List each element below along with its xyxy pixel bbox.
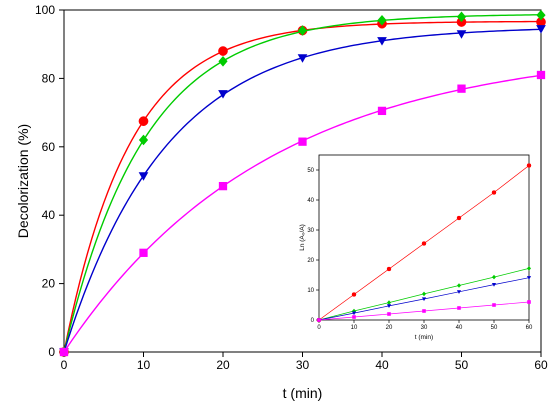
main-y-tick-label: 60 <box>42 140 56 154</box>
inset-x-tick-label: 50 <box>491 325 498 331</box>
inset-data-point <box>492 303 496 307</box>
main-series-1 <box>59 9 546 358</box>
inset-data-point <box>456 290 462 294</box>
main-series <box>59 9 546 358</box>
inset-data-point <box>422 291 426 297</box>
inset-data-point <box>457 306 461 310</box>
inset-data-point <box>456 215 462 221</box>
inset-x-tick-label: 60 <box>526 325 533 331</box>
main-x-tick-label: 40 <box>375 358 389 372</box>
inset-x-ticks: 0 10 20 30 40 50 60 <box>317 320 533 331</box>
main-data-point <box>456 30 467 39</box>
main-data-point <box>456 11 467 23</box>
inset-plot: 0 10 20 30 40 50 60 0 10 20 30 40 50 t (min) Ln (A₀… <box>299 154 533 341</box>
inset-y-tick-label: 0 <box>311 318 315 324</box>
main-data-point <box>218 46 228 56</box>
main-data-point <box>297 54 308 63</box>
inset-x-tick-label: 40 <box>456 325 463 331</box>
main-y-tick-label: 40 <box>42 208 56 222</box>
main-x-tick-label: 30 <box>296 358 310 372</box>
main-y-tick-label: 0 <box>48 345 55 359</box>
inset-x-axis-label: t (min) <box>415 334 433 341</box>
main-data-point <box>218 90 228 99</box>
main-x-tick-label: 0 <box>61 358 68 372</box>
inset-data-point <box>351 292 357 297</box>
inset-x-tick-label: 10 <box>351 325 358 331</box>
inset-y-tick-label: 20 <box>307 258 314 264</box>
inset-data-point <box>526 276 532 280</box>
main-x-tick-label: 60 <box>534 358 548 372</box>
main-data-point <box>377 106 387 116</box>
inset-series-3 <box>317 300 531 322</box>
inset-data-point <box>352 315 356 319</box>
inset-x-tick-label: 20 <box>386 325 393 331</box>
inset-data-point <box>422 309 426 313</box>
main-y-tick-label: 20 <box>42 277 56 291</box>
main-x-tick-label: 50 <box>455 358 469 372</box>
inset-data-point <box>351 311 357 316</box>
main-series-3 <box>59 70 546 357</box>
main-data-point <box>457 84 466 93</box>
main-data-point <box>139 248 148 257</box>
inset-y-tick-label: 30 <box>307 228 314 234</box>
inset-data-point <box>387 312 391 316</box>
inset-data-point <box>491 283 497 287</box>
main-x-tick-label: 10 <box>137 358 151 372</box>
inset-y-ticks: 0 10 20 30 40 50 <box>307 168 319 324</box>
inset-y-axis-label: Ln (A₀/A) <box>299 224 306 251</box>
main-data-point <box>377 14 387 26</box>
main-data-point <box>536 70 546 80</box>
inset-data-point <box>527 300 531 304</box>
inset-x-tick-label: 30 <box>421 325 428 331</box>
main-data-point <box>138 116 149 127</box>
inset-data-point <box>386 266 392 272</box>
main-data-point <box>59 347 69 357</box>
inset-x-tick-label: 0 <box>317 325 321 331</box>
main-y-ticks: 0 20 40 60 80 100 <box>35 3 64 359</box>
main-data-point <box>138 134 149 146</box>
inset-data-point <box>421 297 427 302</box>
inset-data-point <box>527 266 531 271</box>
inset-y-tick-label: 10 <box>307 288 314 294</box>
inset-data-point <box>526 163 532 168</box>
inset-data-point <box>457 283 461 288</box>
main-data-point <box>218 56 228 67</box>
main-data-point <box>377 37 387 46</box>
main-y-tick-label: 80 <box>42 71 56 85</box>
inset-data-point <box>421 241 427 246</box>
main-x-ticks: 0 10 20 30 40 50 60 <box>61 352 548 372</box>
main-data-point <box>297 25 308 36</box>
main-data-point <box>218 181 228 191</box>
inset-series <box>316 163 532 323</box>
inset-data-point <box>317 318 321 322</box>
inset-y-tick-label: 40 <box>307 198 314 204</box>
main-data-point <box>536 25 546 34</box>
main-x-tick-label: 20 <box>216 358 230 372</box>
main-x-axis-label: t (min) <box>283 385 323 401</box>
main-data-point <box>138 172 149 181</box>
inset-data-point <box>491 190 497 195</box>
inset-data-point <box>492 274 496 280</box>
inset-data-point <box>386 304 392 308</box>
main-y-axis-label: Decolorization (%) <box>15 124 31 238</box>
inset-y-tick-label: 50 <box>307 168 314 174</box>
main-y-tick-label: 100 <box>35 3 55 17</box>
main-data-point <box>536 9 546 21</box>
main-data-point <box>298 137 307 146</box>
inset-data-point <box>387 300 391 305</box>
